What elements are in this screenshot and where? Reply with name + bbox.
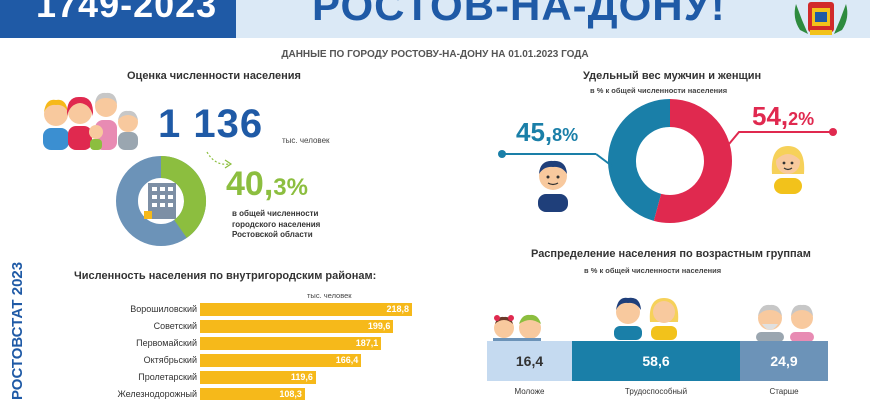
dotted-arrow-icon <box>206 151 233 169</box>
district-row: Железнодорожный 108,3 <box>50 388 450 400</box>
svg-text:РОСТОВСТАТ 2023: РОСТОВСТАТ 2023 <box>9 262 26 400</box>
population-share-donut <box>116 156 206 246</box>
man-avatar-icon <box>538 160 568 212</box>
men-pointer-line <box>498 150 613 167</box>
age-title: Распределение населения по возрастным гр… <box>531 248 811 260</box>
working-age-icon <box>614 297 679 340</box>
district-value: 187,1 <box>355 338 379 348</box>
woman-avatar-icon <box>771 146 805 194</box>
district-row: Ворошиловский 218,8 <box>50 303 450 317</box>
district-name: Ворошиловский <box>130 304 197 314</box>
coat-of-arms-icon <box>794 2 848 35</box>
district-bar: 108,3 <box>200 388 305 400</box>
header-year-band <box>0 0 236 38</box>
population-value: 1 136 <box>158 102 264 146</box>
district-name: Пролетарский <box>138 372 197 382</box>
header-title-band <box>236 0 870 38</box>
population-share-value: 40,3% <box>226 165 308 203</box>
district-bar: 218,8 <box>200 303 412 316</box>
seniors-icon <box>756 304 814 342</box>
family-icon <box>43 92 138 150</box>
source-side-label: РОСТОВСТАТ 2023 <box>9 262 26 400</box>
district-name: Первомайский <box>136 338 197 348</box>
women-share-value: 54,2% <box>752 101 815 131</box>
district-row: Октябрьский 166,4 <box>50 354 450 368</box>
district-bar: 119,6 <box>200 371 316 384</box>
gender-donut <box>608 99 732 223</box>
district-value: 119,6 <box>290 372 313 382</box>
district-row: Пролетарский 119,6 <box>50 371 450 385</box>
children-icon <box>493 314 541 342</box>
age-group-senior-label: Старше <box>769 387 799 396</box>
district-value: 166,4 <box>335 355 359 365</box>
age-group-young-label: Моложе <box>514 387 545 396</box>
header-city-title: РОСТОВ-НА-ДОНУ! <box>312 0 726 29</box>
district-bar: 199,6 <box>200 320 394 333</box>
men-share-value: 45,8% <box>516 117 579 147</box>
districts-title: Численность населения по внутригородским… <box>74 270 377 282</box>
districts-unit: тыс. человек <box>307 291 352 300</box>
district-name: Октябрьский <box>143 355 197 365</box>
women-pointer-line <box>728 128 837 145</box>
district-value: 199,6 <box>367 321 391 331</box>
header-years: 1749-2023 <box>36 0 218 25</box>
gender-subtitle: в % к общей численности населения <box>590 86 728 95</box>
district-value: 218,8 <box>386 304 409 314</box>
district-name: Железнодорожный <box>117 389 197 399</box>
population-share-note: в общей численности городского населения… <box>232 209 321 239</box>
district-bar: 166,4 <box>200 354 362 367</box>
district-row: Первомайский 187,1 <box>50 337 450 351</box>
district-value: 108,3 <box>279 389 302 399</box>
population-unit: тыс. человек <box>282 136 330 145</box>
district-bar: 187,1 <box>200 337 382 350</box>
age-subtitle: в % к общей численности населения <box>584 266 722 275</box>
district-row: Советский 199,6 <box>50 320 450 334</box>
gender-title: Удельный вес мужчин и женщин <box>583 70 762 82</box>
age-group-senior-value: 24,9 <box>740 341 828 381</box>
age-group-working-label: Трудоспособный <box>624 387 688 396</box>
report-subtitle: ДАННЫЕ ПО ГОРОДУ РОСТОВУ-НА-ДОНУ НА 01.0… <box>281 49 589 60</box>
district-name: Советский <box>153 321 197 331</box>
population-title: Оценка численности населения <box>127 70 301 82</box>
age-group-working-value: 58,6 <box>572 341 740 381</box>
age-group-young-value: 16,4 <box>487 341 572 381</box>
